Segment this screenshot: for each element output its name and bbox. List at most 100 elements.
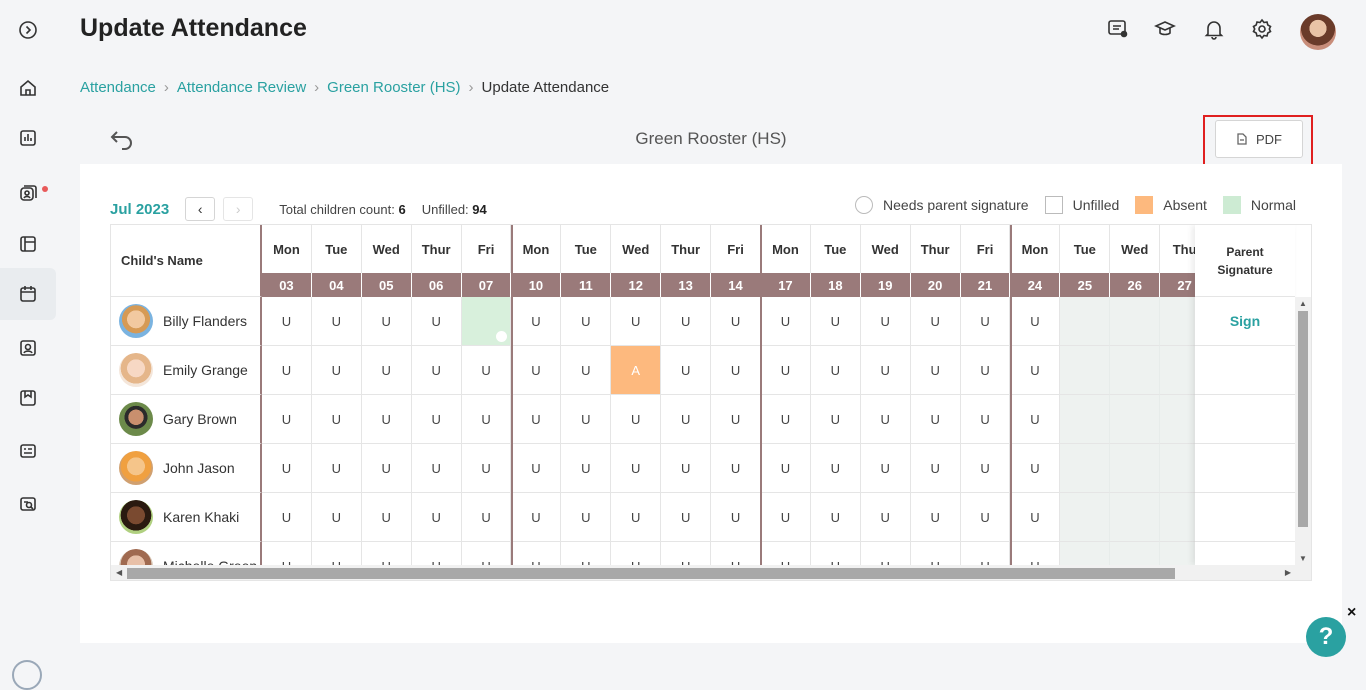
attendance-cell[interactable]: U [960, 395, 1011, 444]
attendance-cell[interactable]: U [311, 493, 362, 542]
attendance-cell[interactable]: U [661, 493, 712, 542]
attendance-cell[interactable] [1060, 444, 1111, 493]
search-card-icon[interactable] [16, 492, 40, 516]
classroom-icon[interactable] [16, 232, 40, 256]
breadcrumb-attendance-review[interactable]: Attendance Review [176, 79, 307, 96]
month-label[interactable]: Jul 2023 [110, 200, 170, 218]
attendance-cell[interactable]: U [611, 395, 662, 444]
attendance-cell[interactable]: U [262, 395, 312, 444]
horizontal-scroll-thumb[interactable] [127, 568, 1175, 579]
attendance-cell[interactable]: U [311, 395, 362, 444]
child-name-cell[interactable]: Karen Khaki [111, 493, 262, 542]
attendance-cell[interactable]: U [761, 493, 811, 542]
attendance-cell[interactable]: U [461, 395, 512, 444]
attendance-cell[interactable] [1110, 297, 1161, 346]
attendance-cell[interactable]: U [910, 346, 961, 395]
breadcrumb-class[interactable]: Green Rooster (HS) [327, 79, 461, 96]
attendance-cell[interactable]: U [810, 297, 861, 346]
attendance-cell[interactable]: U [311, 346, 362, 395]
attendance-cell[interactable]: U [711, 444, 761, 493]
attendance-cell[interactable]: U [711, 346, 761, 395]
scroll-left-icon[interactable]: ◀ [116, 568, 123, 577]
attendance-cell[interactable]: U [461, 444, 512, 493]
attendance-cell[interactable]: U [910, 297, 961, 346]
attendance-cell[interactable]: U [810, 444, 861, 493]
children-icon[interactable] [16, 181, 40, 205]
attendance-cell[interactable]: U [711, 493, 761, 542]
attendance-cell[interactable]: U [561, 444, 612, 493]
attendance-cell[interactable] [1060, 346, 1111, 395]
back-undo-icon[interactable] [108, 126, 136, 154]
attendance-cell[interactable]: U [661, 444, 712, 493]
attendance-cell[interactable]: U [361, 346, 412, 395]
child-name-cell[interactable]: Emily Grange [111, 346, 262, 395]
attendance-cell[interactable]: U [910, 395, 961, 444]
attendance-cell[interactable]: U [960, 444, 1011, 493]
attendance-cell[interactable]: U [411, 297, 462, 346]
attendance-cell[interactable] [461, 297, 512, 346]
breadcrumb-attendance[interactable]: Attendance [80, 79, 156, 96]
attendance-cell[interactable]: U [262, 297, 312, 346]
vertical-scrollbar[interactable]: ▲ ▼ [1295, 297, 1311, 565]
child-name-cell[interactable]: Gary Brown [111, 395, 262, 444]
attendance-cell[interactable] [1060, 493, 1111, 542]
attendance-cell[interactable]: U [661, 297, 712, 346]
attendance-cell[interactable] [1110, 493, 1161, 542]
attendance-cell[interactable]: U [910, 493, 961, 542]
attendance-icon[interactable] [16, 282, 40, 306]
attendance-cell[interactable]: U [1010, 346, 1061, 395]
attendance-cell[interactable]: U [860, 444, 911, 493]
attendance-cell[interactable] [1060, 297, 1111, 346]
attendance-cell[interactable]: U [761, 297, 811, 346]
messages-list-icon[interactable] [16, 439, 40, 463]
attendance-cell[interactable]: U [661, 346, 712, 395]
attendance-cell[interactable]: U [511, 493, 562, 542]
attendance-cell[interactable]: U [810, 395, 861, 444]
attendance-cell[interactable]: U [411, 493, 462, 542]
attendance-cell[interactable]: U [561, 346, 612, 395]
attendance-cell[interactable]: U [361, 493, 412, 542]
attendance-cell[interactable] [1110, 346, 1161, 395]
home-icon[interactable] [16, 76, 40, 100]
chat-icon[interactable] [1107, 18, 1129, 44]
attendance-cell[interactable]: U [561, 493, 612, 542]
child-name-cell[interactable]: John Jason [111, 444, 262, 493]
attendance-cell[interactable]: U [761, 395, 811, 444]
attendance-cell[interactable]: U [561, 297, 612, 346]
attendance-cell[interactable]: U [262, 493, 312, 542]
attendance-cell[interactable]: U [761, 346, 811, 395]
attendance-cell[interactable]: U [411, 395, 462, 444]
scroll-down-icon[interactable]: ▼ [1299, 554, 1307, 563]
attendance-cell[interactable]: U [960, 346, 1011, 395]
journal-icon[interactable] [16, 386, 40, 410]
sign-link[interactable]: Sign [1195, 297, 1295, 346]
attendance-cell[interactable]: U [761, 444, 811, 493]
attendance-cell[interactable]: U [960, 297, 1011, 346]
attendance-cell[interactable]: U [910, 444, 961, 493]
settings-gear-icon[interactable] [1251, 18, 1273, 44]
attendance-cell[interactable]: U [661, 395, 712, 444]
attendance-cell[interactable]: U [361, 444, 412, 493]
attendance-cell[interactable]: U [361, 297, 412, 346]
attendance-cell[interactable]: U [461, 493, 512, 542]
attendance-cell[interactable]: U [860, 395, 911, 444]
attendance-cell[interactable]: U [511, 395, 562, 444]
attendance-cell[interactable]: U [311, 444, 362, 493]
attendance-cell[interactable] [1110, 395, 1161, 444]
attendance-cell[interactable]: U [262, 346, 312, 395]
attendance-cell[interactable]: U [411, 444, 462, 493]
vertical-scroll-thumb[interactable] [1298, 311, 1308, 527]
attendance-cell[interactable]: U [860, 493, 911, 542]
attendance-cell[interactable]: U [810, 346, 861, 395]
attendance-cell[interactable]: U [611, 297, 662, 346]
next-month-button[interactable]: › [223, 197, 254, 221]
reports-icon[interactable] [16, 126, 40, 150]
attendance-cell[interactable]: U [311, 297, 362, 346]
attendance-cell[interactable]: U [511, 346, 562, 395]
attendance-cell[interactable]: U [361, 395, 412, 444]
user-avatar[interactable] [1300, 14, 1336, 50]
attendance-cell[interactable] [1110, 444, 1161, 493]
attendance-cell[interactable]: U [611, 444, 662, 493]
profile-card-icon[interactable] [16, 336, 40, 360]
bell-icon[interactable] [1203, 18, 1225, 44]
